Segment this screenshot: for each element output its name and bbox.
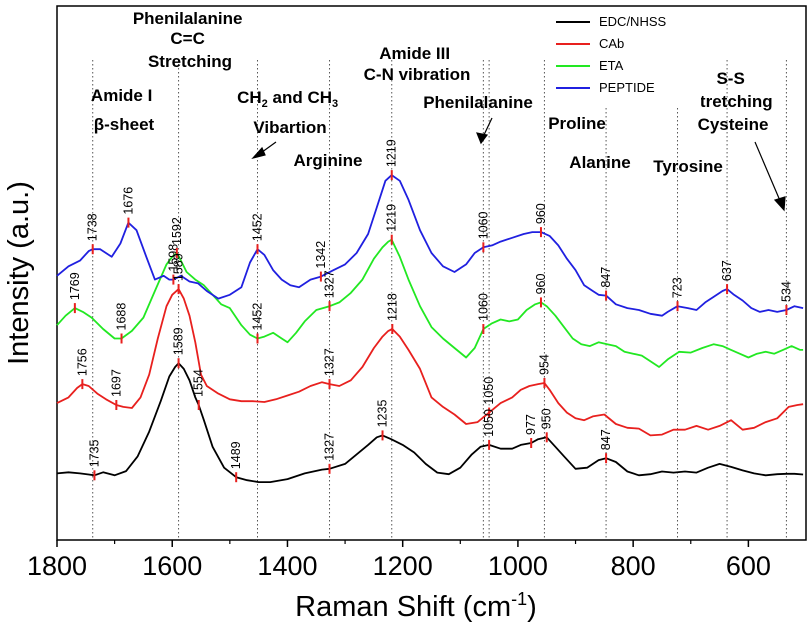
annotation-arginine: Arginine bbox=[294, 151, 363, 170]
peak-label-peptide-637: 637 bbox=[720, 260, 734, 281]
x-tick-label-1200: 1200 bbox=[373, 551, 433, 581]
legend-label-edc-nhss: EDC/NHSS bbox=[599, 14, 667, 29]
annotation-tyrosine: Tyrosine bbox=[653, 157, 723, 176]
annotation-ss-cysteine: S-S Stretching Cysteine bbox=[689, 69, 778, 134]
x-axis-title-end: ) bbox=[527, 591, 537, 623]
peak-label-edc-nhss-1050: 1050 bbox=[482, 409, 496, 437]
peak-label-eta-960: 960 bbox=[534, 273, 548, 294]
peak-label-peptide-847: 847 bbox=[599, 267, 613, 288]
peak-label-edc-nhss-1554: 1554 bbox=[192, 369, 206, 397]
arrow-ss-cysteine bbox=[754, 141, 782, 204]
peak-label-cab-1218: 1218 bbox=[385, 293, 399, 321]
peak-label-edc-nhss-1235: 1235 bbox=[376, 400, 390, 428]
peak-label-peptide-1738: 1738 bbox=[86, 213, 100, 241]
legend-box bbox=[551, 8, 701, 108]
peak-label-eta-1592: 1592 bbox=[170, 217, 184, 245]
plot-frame bbox=[56, 5, 807, 541]
x-axis-title-sup: -1 bbox=[511, 589, 527, 609]
legend-label-peptide: PEPTIDE bbox=[599, 80, 655, 95]
annotation-phenilalanine-cc: Phenilalanine C=C Stretching bbox=[133, 9, 247, 71]
peak-label-peptide-1676: 1676 bbox=[121, 187, 135, 215]
peak-label-peptide-1219: 1219 bbox=[385, 139, 399, 167]
peak-label-peptide-1060: 1060 bbox=[476, 211, 490, 239]
x-axis: 1800 1600 1400 1200 1000 800 600 bbox=[27, 540, 771, 581]
peak-label-edc-nhss-1327: 1327 bbox=[323, 433, 337, 461]
reference-lines bbox=[92, 60, 787, 540]
plot-area-border bbox=[56, 5, 807, 541]
annotation-amide-iii: Amide III C-N vibration bbox=[364, 44, 471, 84]
band-annotations: Amide I β-sheet Phenilalanine C=C Stretc… bbox=[91, 9, 786, 212]
peak-label-edc-nhss-1589: 1589 bbox=[172, 327, 186, 355]
peak-label-edc-nhss-950: 950 bbox=[540, 408, 554, 429]
peak-label-cab-1697: 1697 bbox=[109, 369, 123, 397]
series-line-cab bbox=[56, 288, 804, 437]
peak-label-peptide-960: 960 bbox=[534, 203, 548, 224]
peak-label-eta-1452: 1452 bbox=[251, 303, 265, 331]
arrow-phenilalanine bbox=[482, 117, 493, 138]
peak-label-cab-954: 954 bbox=[537, 354, 551, 375]
peak-label-eta-1769: 1769 bbox=[68, 272, 82, 300]
x-tick-label-1800: 1800 bbox=[27, 551, 87, 581]
arrowhead-phenilalanine bbox=[476, 132, 489, 145]
peak-label-edc-nhss-1489: 1489 bbox=[229, 441, 243, 469]
series-line-edc-nhss bbox=[56, 362, 804, 483]
series-line-peptide bbox=[56, 174, 804, 317]
annotation-proline: Proline bbox=[548, 114, 606, 133]
peak-label-cab-1050: 1050 bbox=[482, 377, 496, 405]
peak-label-eta-1060: 1060 bbox=[476, 293, 490, 321]
y-axis-title: Intensity (a.u.) bbox=[3, 181, 35, 365]
peak-label-eta-1688: 1688 bbox=[115, 303, 129, 331]
x-tick-label-1600: 1600 bbox=[142, 551, 202, 581]
annotation-amide-i: Amide I β-sheet bbox=[91, 86, 157, 134]
peak-label-peptide-1342: 1342 bbox=[314, 241, 328, 269]
arrowhead-ch2-ch3 bbox=[251, 146, 266, 160]
series-line-eta bbox=[56, 238, 804, 368]
peak-label-edc-nhss-1735: 1735 bbox=[88, 439, 102, 467]
annotation-phenilalanine: Phenilalanine bbox=[423, 93, 533, 112]
x-axis-title: Raman Shift (cm-1) bbox=[295, 589, 537, 623]
peak-label-peptide-534: 534 bbox=[779, 281, 793, 302]
x-axis-title-main: Raman Shift (cm bbox=[295, 591, 511, 623]
peak-label-peptide-723: 723 bbox=[671, 277, 685, 298]
spectra-series bbox=[56, 174, 804, 483]
annotation-ch2-ch3: CH2 and CH3 Vibartion bbox=[237, 88, 343, 137]
peak-label-edc-nhss-977: 977 bbox=[524, 414, 538, 435]
x-tick-label-800: 800 bbox=[611, 551, 656, 581]
annotation-alanine: Alanine bbox=[569, 153, 630, 172]
peak-label-cab-1589: 1589 bbox=[172, 253, 186, 281]
legend-label-cab: CAb bbox=[599, 36, 624, 51]
peak-label-cab-1327: 1327 bbox=[323, 348, 337, 376]
peak-label-eta-1219: 1219 bbox=[385, 204, 399, 232]
peak-label-peptide-1452: 1452 bbox=[251, 213, 265, 241]
annotation-arrows bbox=[251, 117, 786, 212]
x-tick-label-1400: 1400 bbox=[257, 551, 317, 581]
peak-label-edc-nhss-847: 847 bbox=[599, 429, 613, 450]
legend-label-eta: ETA bbox=[599, 58, 624, 73]
x-tick-label-1000: 1000 bbox=[488, 551, 548, 581]
legend: EDC/NHSS CAb ETA PEPTIDE bbox=[551, 8, 701, 108]
x-tick-label-600: 600 bbox=[726, 551, 771, 581]
peak-label-cab-1756: 1756 bbox=[75, 348, 89, 376]
peak-label-eta-1327: 1327 bbox=[323, 270, 337, 298]
arrowhead-ss-cysteine bbox=[773, 196, 786, 212]
